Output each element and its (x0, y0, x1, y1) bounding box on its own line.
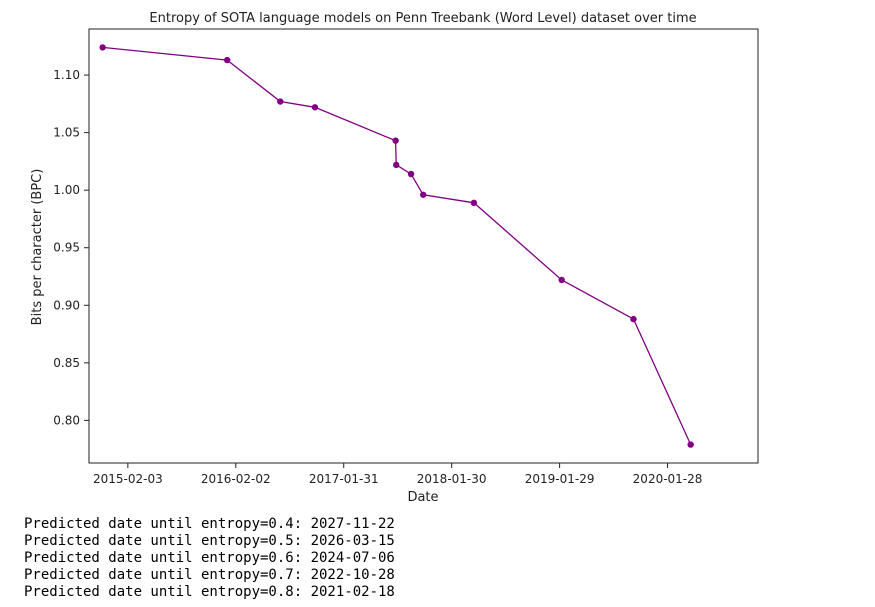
x-tick-label: 2018-01-30 (417, 472, 487, 486)
plot-frame (88, 28, 759, 464)
x-tick-label: 2019-01-29 (525, 472, 595, 486)
x-axis: 2015-02-03 2016-02-02 2017-01-31 2018-01-30… (93, 463, 702, 486)
y-axis-label: Bits per character (BPC) (30, 169, 45, 326)
x-axis-label: Date (407, 490, 438, 505)
series-line (102, 46, 692, 445)
data-point (407, 170, 415, 178)
data-point (630, 315, 637, 323)
prediction-line: Predicted date until entropy=0.8: 2021-0… (24, 584, 395, 600)
x-tick-label: 2016-02-02 (201, 472, 271, 486)
prediction-output: Predicted date until entropy=0.4: 2027-1… (24, 516, 395, 601)
data-point (311, 104, 319, 111)
data-point (687, 441, 694, 448)
prediction-line: Predicted date until entropy=0.7: 2022-1… (24, 567, 395, 583)
y-tick-label: 1.05 (53, 126, 80, 140)
series-layer (99, 44, 694, 448)
data-point (558, 276, 565, 284)
y-tick-label: 0.90 (53, 298, 80, 312)
data-point (223, 56, 231, 64)
y-tick-label: 0.85 (53, 356, 80, 370)
x-tick-label: 2015-02-03 (93, 472, 163, 486)
prediction-line: Predicted date until entropy=0.5: 2026-0… (24, 533, 395, 549)
y-tick-label: 1.10 (53, 68, 80, 82)
x-tick-label: 2020-01-28 (633, 472, 703, 486)
y-axis: 0.80 0.85 0.90 0.95 1.00 1.05 1.10 (53, 68, 89, 427)
y-tick-label: 0.80 (53, 413, 80, 427)
data-point (277, 98, 284, 105)
entropy-chart: Entropy of SOTA language models on Penn … (30, 11, 759, 505)
prediction-line: Predicted date until entropy=0.4: 2027-1… (24, 516, 395, 532)
chart-title: Entropy of SOTA language models on Penn … (149, 11, 696, 26)
data-point (99, 44, 106, 51)
data-point (470, 199, 478, 207)
data-point (392, 137, 399, 144)
y-tick-label: 1.00 (53, 183, 80, 197)
x-tick-label: 2017-01-31 (309, 472, 379, 486)
prediction-line: Predicted date until entropy=0.6: 2024-0… (24, 550, 395, 566)
data-point (420, 191, 427, 198)
data-point (393, 161, 400, 169)
y-tick-label: 0.95 (53, 241, 80, 255)
